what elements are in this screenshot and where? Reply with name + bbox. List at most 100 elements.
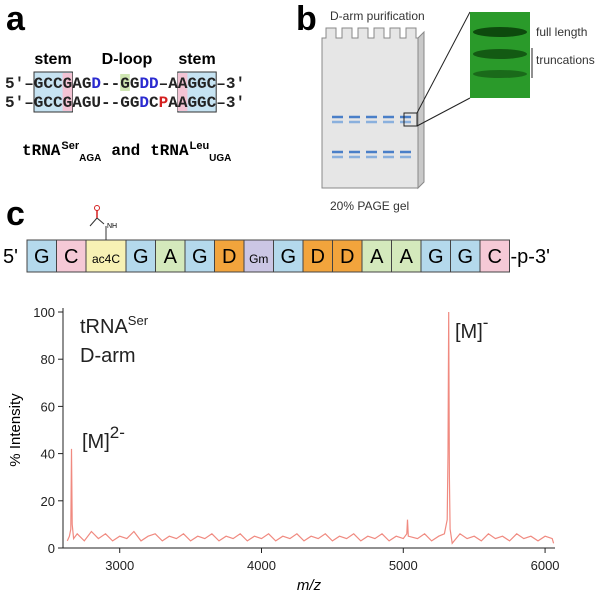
caption: tRNASerAGA and tRNALeuUGA: [22, 140, 231, 164]
nucleotide-box: [391, 239, 422, 273]
stem-highlights: [33, 71, 217, 113]
nucleotide-label: A: [370, 246, 384, 268]
sequence-segment: 5'–GCCGAGU--GG: [5, 94, 139, 112]
x-tick-label: 4000: [247, 558, 276, 573]
nucleotide-box: [85, 239, 127, 273]
peak-name: [M]: [455, 321, 483, 343]
nucleotide-label: G: [133, 246, 149, 268]
nucleotide-label: ac4C: [92, 252, 120, 266]
x-tick-label: 3000: [105, 558, 134, 573]
sequences: 5'–GCCGAGD--GGDD–AAGGC–3'5'–GCCGAGU--GGD…: [5, 75, 245, 112]
region-label: stem: [178, 51, 215, 68]
caption-part: Leu: [190, 140, 210, 152]
gel-title: D-arm purification: [330, 9, 425, 23]
caption-part: UGA: [209, 153, 231, 164]
band-label: truncations: [536, 53, 595, 67]
stem-highlights: [120, 74, 130, 91]
nucleotide-box: [273, 239, 304, 273]
gel: [321, 11, 533, 190]
nucleotide-box: [155, 239, 186, 273]
region-label: stem: [34, 51, 71, 68]
sequence-segment: P: [159, 94, 169, 112]
panel-label: a: [6, 0, 26, 38]
sequence-segment: --GG: [101, 75, 139, 93]
five-prime: 5': [3, 246, 18, 268]
three-prime: -p-3': [511, 246, 550, 268]
sample-name: tRNA: [80, 316, 128, 338]
sequence-segment: C: [149, 94, 159, 112]
y-tick-label: 40: [41, 447, 55, 462]
nucleotide-box: [361, 239, 392, 273]
panel-label: b: [296, 0, 317, 38]
nucleotide-label: D: [340, 246, 354, 268]
oxygen: [94, 205, 100, 211]
caption-part: Ser: [61, 140, 79, 152]
nucleotide-label: G: [34, 246, 50, 268]
x-tick-label: 6000: [531, 558, 560, 573]
y-tick-label: 60: [41, 399, 55, 414]
nucleotide-box: [125, 239, 156, 273]
caption-part: and: [111, 142, 140, 160]
nucleotide-label: G: [280, 246, 296, 268]
nucleotide-label: G: [192, 246, 208, 268]
region-label: D-loop: [102, 51, 153, 68]
nucleotide-box: [479, 239, 510, 273]
nucleotide-label: D: [222, 246, 236, 268]
peak-name: [M]: [82, 431, 110, 453]
gel: [473, 70, 527, 78]
stem-highlights: [177, 73, 188, 111]
gel: [321, 27, 419, 189]
sequence-segment: D: [139, 94, 149, 112]
band-label: full length: [536, 25, 587, 39]
peak-charge: -: [483, 313, 489, 332]
panel-label: c: [6, 195, 25, 233]
nucleotide-box: [302, 239, 333, 273]
peak-label: [M]-: [455, 313, 488, 343]
sample-line2: D-arm: [80, 345, 136, 367]
gel-label: 20% PAGE gel: [330, 199, 409, 213]
caption-part: tRNA: [150, 142, 189, 160]
nucleotide-label: C: [488, 246, 502, 268]
nucleotide-box: [450, 239, 481, 273]
nucleotide-box: [56, 239, 87, 273]
gel: [473, 49, 527, 59]
nucleotide-label: A: [400, 246, 414, 268]
sequence-segment: D: [91, 75, 101, 93]
nucleotide-label: D: [311, 246, 325, 268]
stem-highlights: [62, 73, 73, 111]
x-tick-label: 5000: [389, 558, 418, 573]
modification-group: NH: [107, 223, 117, 230]
gel: [403, 112, 418, 127]
y-tick-label: 80: [41, 352, 55, 367]
y-tick-label: 0: [48, 541, 55, 556]
gel: [416, 97, 471, 127]
nucleotide-label: A: [164, 246, 178, 268]
nucleotide-label: C: [64, 246, 78, 268]
gel: [332, 115, 412, 159]
peak-charge: 2-: [110, 423, 125, 442]
nucleotide-box: [184, 239, 215, 273]
nucleotide-box: [243, 239, 274, 273]
nucleotide-box: [26, 239, 57, 273]
sequence-segment: AAGGC–3': [168, 94, 245, 112]
nucleotide-box: [332, 239, 363, 273]
sequence: 5'–GCCGAGU--GGDCPAAGGC–3': [5, 94, 245, 112]
sample-label: tRNASer: [80, 313, 149, 338]
y-axis-label: % Intensity: [7, 393, 24, 467]
caption-part: AGA: [79, 153, 101, 164]
nucleotide-label: G: [428, 246, 444, 268]
sample-sup: Ser: [128, 313, 149, 328]
y-tick-label: 20: [41, 494, 55, 509]
nucleotide-label: G: [457, 246, 473, 268]
sequence-segment: DD: [139, 75, 158, 93]
spectrum: 0 20 40 60 80 100 3000 4000 5000 6000 m/z % Intensi…: [7, 305, 560, 594]
nucleotide-label: Gm: [249, 252, 268, 266]
y-tick-label: 100: [33, 305, 55, 320]
nucleotide-box: [420, 239, 451, 273]
sequence: 5'–GCCGAGD--GGDD–AAGGC–3': [5, 75, 245, 93]
peak-label: [M]2-: [82, 423, 125, 453]
sequence-segment: 5'–GCCGAG: [5, 75, 91, 93]
